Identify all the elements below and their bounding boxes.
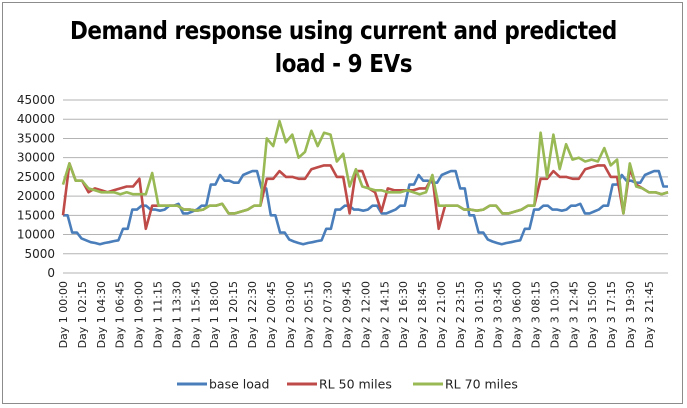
x-tick-label: Day 2 03:00 <box>284 281 297 348</box>
x-tick-label: Day 3 08:15 <box>530 281 543 348</box>
x-tick-label: Day 2 12:00 <box>359 281 372 348</box>
legend-label: RL 50 miles <box>319 377 392 392</box>
x-tick-label: Day 2 07:30 <box>322 281 335 348</box>
x-tick-label: Day 2 00:45 <box>265 281 278 348</box>
x-tick-label: Day 1 22:30 <box>246 281 259 348</box>
y-tick-label: 0 <box>47 266 55 280</box>
x-tick-label: Day 1 20:15 <box>227 281 240 348</box>
x-tick-label: Day 3 17:15 <box>605 281 618 348</box>
x-tick-label: Day 2 21:00 <box>435 281 448 348</box>
x-tick-label: Day 2 16:30 <box>397 281 410 348</box>
chart-frame <box>2 2 683 404</box>
legend: base load RL 50 miles RL 70 miles <box>177 377 518 392</box>
x-tick-label: Day 1 00:00 <box>57 281 70 348</box>
y-tick-label: 20000 <box>17 189 55 203</box>
y-axis-labels: 0 5000 10000 15000 20000 25000 30000 35000 40000… <box>17 93 55 280</box>
x-tick-label: Day 3 06:00 <box>511 281 524 348</box>
chart-title-line-2: load - 9 EVs <box>274 49 413 78</box>
y-tick-label: 15000 <box>17 208 55 222</box>
y-tick-label: 35000 <box>17 131 55 145</box>
data-lines <box>61 119 669 246</box>
x-tick-label: Day 1 11:15 <box>152 281 165 348</box>
chart-title-line-1: Demand response using current and predic… <box>69 16 617 45</box>
legend-label: RL 70 miles <box>445 377 518 392</box>
x-tick-label: Day 1 09:00 <box>133 281 146 348</box>
legend-item: RL 50 miles <box>287 377 392 392</box>
x-tick-label: Day 3 01:30 <box>473 281 486 348</box>
x-tick-label: Day 2 05:15 <box>303 281 316 348</box>
legend-item: RL 70 miles <box>413 377 518 392</box>
x-tick-label: Day 2 23:15 <box>454 281 467 348</box>
x-tick-label: Day 2 14:15 <box>378 281 391 348</box>
x-tick-label: Day 1 18:00 <box>208 281 221 348</box>
x-tick-label: Day 3 19:30 <box>624 281 637 348</box>
y-tick-label: 40000 <box>17 112 55 126</box>
x-tick-label: Day 3 15:00 <box>586 281 599 348</box>
legend-item: base load <box>177 377 270 392</box>
gridlines <box>63 99 668 274</box>
x-tick-label: Day 3 10:30 <box>548 281 561 348</box>
x-tick-label: Day 2 18:45 <box>416 281 429 348</box>
x-tick-label: Day 3 12:45 <box>567 281 580 348</box>
series-line-base-load <box>63 169 668 246</box>
legend-label: base load <box>209 377 270 392</box>
y-tick-label: 5000 <box>24 247 55 261</box>
series-line-rl-70-miles <box>61 119 669 215</box>
x-tick-label: Day 1 06:45 <box>114 281 127 348</box>
x-tick-label: Day 1 15:45 <box>189 281 202 348</box>
x-tick-label: Day 3 21:45 <box>643 281 656 348</box>
chart-title: Demand response using current and predic… <box>48 14 639 80</box>
x-axis-labels: Day 1 00:00 Day 1 02:15 Day 1 04:30 Day 1 0… <box>57 281 656 348</box>
y-tick-label: 25000 <box>17 170 55 184</box>
x-tick-label: Day 1 04:30 <box>95 281 108 348</box>
y-tick-label: 10000 <box>17 228 55 242</box>
x-tick-label: Day 2 09:45 <box>341 281 354 348</box>
y-tick-label: 45000 <box>17 93 55 107</box>
x-tick-label: Day 1 13:30 <box>170 281 183 348</box>
x-tick-label: Day 1 02:15 <box>76 281 89 348</box>
x-tick-label: Day 3 03:45 <box>492 281 505 348</box>
y-tick-label: 30000 <box>17 151 55 165</box>
